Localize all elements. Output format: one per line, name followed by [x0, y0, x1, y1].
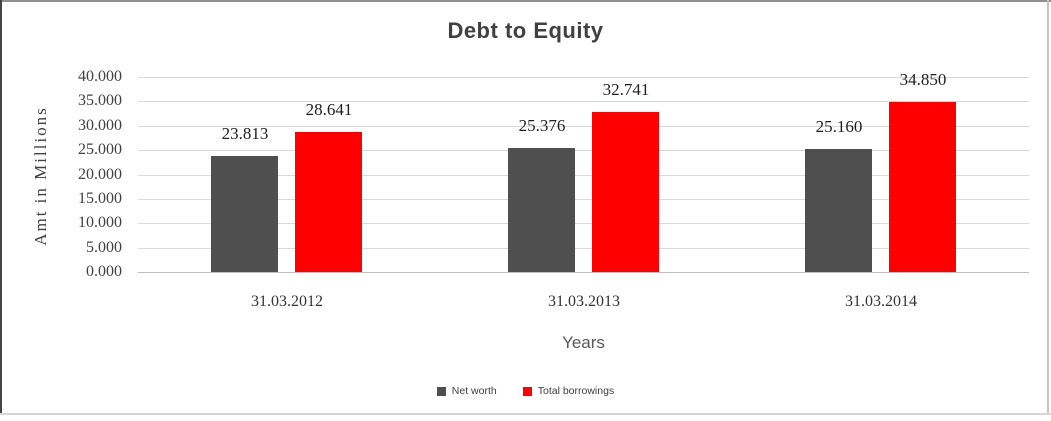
x-axis-category-label: 31.03.2014: [845, 293, 917, 310]
frame-border-bottom: [0, 413, 1051, 415]
legend-swatch-total-borrowings: [522, 386, 532, 396]
legend-item-net-worth: Net worth: [436, 385, 497, 397]
gridline: [138, 223, 1029, 224]
bar-net-worth: [805, 149, 872, 272]
y-axis-tick-label: 15.000: [78, 190, 122, 207]
data-label-total-borrowings: 34.850: [899, 70, 947, 89]
legend-swatch-net-worth: [436, 386, 446, 396]
y-axis-tick-label: 35.000: [78, 92, 122, 109]
data-label-net-worth: 25.376: [518, 116, 566, 135]
gridline: [138, 199, 1029, 200]
frame-border-right: [1047, 0, 1049, 415]
legend-item-total-borrowings: Total borrowings: [522, 385, 615, 397]
legend-label-total-borrowings: Total borrowings: [537, 385, 615, 397]
x-axis-category-label: 31.03.2013: [548, 293, 620, 310]
y-axis-tick-label: 20.000: [78, 166, 122, 183]
y-axis-tick-label: 40.000: [78, 68, 122, 85]
frame-border-top: [0, 0, 1051, 2]
gridline: [138, 77, 1029, 78]
y-axis-tick-label: 5.000: [86, 239, 122, 256]
y-axis-tick-label: 25.000: [78, 141, 122, 158]
y-axis-tick-label: 30.000: [78, 117, 122, 134]
bar-total-borrowings: [889, 102, 956, 272]
data-label-total-borrowings: 32.741: [602, 80, 650, 99]
x-axis-title: Years: [562, 333, 605, 352]
gridline: [138, 101, 1029, 102]
gridline: [138, 150, 1029, 151]
x-axis-line: [138, 272, 1029, 273]
bar-net-worth: [211, 156, 278, 272]
legend-label-net-worth: Net worth: [451, 385, 497, 397]
bar-net-worth: [508, 148, 575, 272]
bar-total-borrowings: [592, 112, 659, 272]
y-axis-tick-label: 0.000: [86, 263, 122, 280]
x-axis-category-label: 31.03.2012: [251, 293, 323, 310]
gridline: [138, 248, 1029, 249]
bar-total-borrowings: [295, 132, 362, 272]
data-label-net-worth: 25.160: [815, 117, 863, 136]
legend: Net worth Total borrowings: [0, 385, 1051, 397]
data-label-total-borrowings: 28.641: [305, 100, 353, 119]
frame-border-left: [0, 0, 2, 415]
gridline: [138, 175, 1029, 176]
data-label-net-worth: 23.813: [221, 124, 269, 143]
gridline: [138, 126, 1029, 127]
y-axis-tick-label: 10.000: [78, 214, 122, 231]
chart-title: Debt to Equity: [447, 18, 604, 43]
